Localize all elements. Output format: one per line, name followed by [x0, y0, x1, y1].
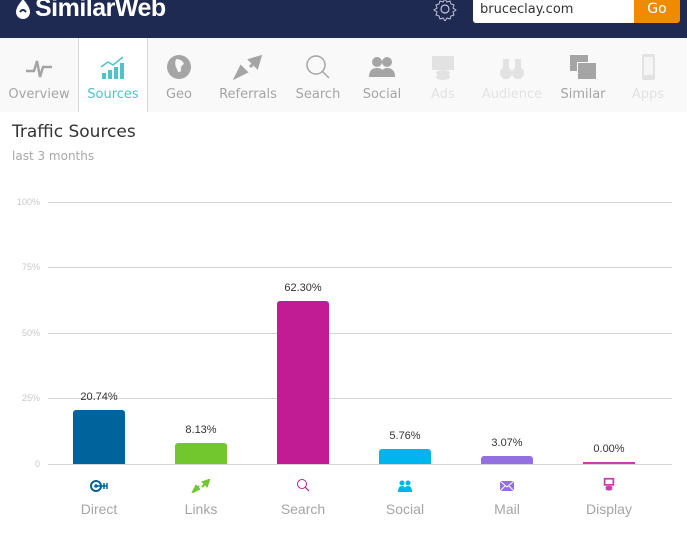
category-label-links: Links [184, 501, 218, 517]
tab-label: Social [362, 87, 402, 102]
direct-icon [90, 480, 108, 492]
tab-geo[interactable]: Geo [148, 38, 210, 112]
windows-icon [570, 55, 596, 79]
display-icon [603, 477, 615, 491]
tab-overview[interactable]: Overview [0, 38, 78, 112]
mail-icon [499, 480, 515, 492]
tab-label: Similar [560, 87, 606, 102]
brand-name: SimilarWeb [35, 0, 166, 22]
tab-label: Ads [431, 87, 455, 102]
arrows-icon [233, 54, 263, 81]
bar-value-label: 3.07% [491, 436, 523, 449]
gear-icon[interactable] [433, 0, 457, 21]
search-icon [297, 479, 310, 492]
tab-label: Audience [481, 87, 543, 102]
tab-search[interactable]: Search [286, 38, 350, 112]
bar-direct[interactable] [73, 409, 125, 464]
page-subtitle: last 3 months [12, 149, 95, 163]
y-tick: 50% [21, 328, 40, 338]
gridline-75 [48, 267, 672, 268]
category-label-social: Social [385, 501, 425, 517]
tab-referrals[interactable]: Referrals [210, 38, 286, 112]
gridline-100 [48, 202, 672, 203]
logo-drop-icon [16, 0, 30, 19]
phone-icon [642, 54, 655, 80]
similarweb-logo[interactable]: SimilarWeb [14, 0, 166, 23]
y-tick: 0 [34, 459, 40, 469]
social-icon [398, 480, 412, 492]
category-label-search: Search [280, 501, 326, 517]
category-label-direct: Direct [80, 501, 118, 517]
bar-value-label: 0.00% [593, 443, 625, 455]
tab-label: Referrals [219, 87, 277, 102]
bar-search[interactable] [277, 300, 329, 464]
bar-chart-icon [100, 56, 124, 79]
links-icon [191, 479, 211, 493]
gridline-25 [48, 398, 672, 399]
top-bar: SimilarWeb bruceclay.com Go [0, 0, 687, 38]
pulse-icon [26, 60, 52, 78]
gridline-0 [48, 464, 672, 465]
bar-social[interactable] [379, 448, 431, 464]
bar-value-label: 8.13% [185, 423, 217, 436]
tab-sources[interactable]: Sources [78, 38, 148, 112]
bar-value-label: 5.76% [389, 429, 421, 442]
tab-label: Overview [8, 87, 70, 102]
nav-bar: Overview Sources Geo Referrals Search So… [0, 38, 687, 112]
y-tick: 75% [21, 262, 40, 272]
tab-label: Apps [631, 87, 665, 102]
magnifier-icon [306, 55, 330, 79]
tab-audience: Audience [472, 38, 552, 112]
tab-label: Search [295, 87, 341, 102]
y-tick: 25% [21, 393, 40, 403]
tab-ads: Ads [414, 38, 472, 112]
go-button[interactable]: Go [634, 0, 680, 23]
globe-icon [167, 55, 191, 79]
gridline-50 [48, 333, 672, 334]
category-label-mail: Mail [494, 501, 520, 517]
tab-similar[interactable]: Similar [552, 38, 614, 112]
y-tick: 100% [16, 197, 40, 207]
people-icon [369, 57, 395, 77]
bar-links[interactable] [175, 442, 227, 464]
bar-display[interactable] [583, 462, 635, 464]
category-label-display: Display [586, 501, 632, 517]
tab-apps: Apps [614, 38, 682, 112]
domain-search-input[interactable]: bruceclay.com [473, 0, 635, 23]
page-title: Traffic Sources [12, 122, 136, 142]
tab-label: Sources [87, 87, 139, 102]
tab-social[interactable]: Social [350, 38, 414, 112]
ads-icon [432, 56, 454, 80]
bar-mail[interactable] [481, 455, 533, 464]
tab-label: Geo [165, 87, 193, 102]
bar-value-label: 20.74% [80, 390, 118, 403]
binoculars-icon [500, 59, 524, 79]
bar-value-label: 62.30% [284, 281, 322, 294]
